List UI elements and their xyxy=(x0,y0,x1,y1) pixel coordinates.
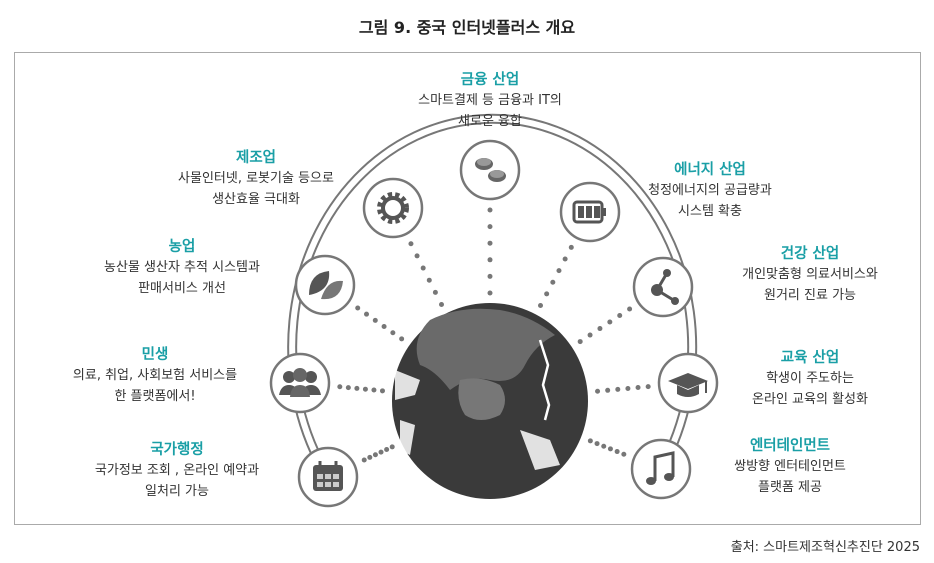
graduation-cap-icon xyxy=(657,352,719,414)
gear-icon xyxy=(362,177,424,239)
connector-dot xyxy=(487,257,493,263)
connector-dot xyxy=(408,241,414,247)
connector-dot xyxy=(605,387,611,393)
sector-description: 사물인터넷, 로봇기술 등으로 생산효율 극대화 xyxy=(178,171,334,207)
sector-title: 농업 xyxy=(168,239,196,255)
connector-dot xyxy=(615,386,621,392)
sector-description: 개인맞춤형 의료서비스와 원거리 진료 가능 xyxy=(742,267,878,303)
sector-title: 제조업 xyxy=(235,150,277,166)
sector-description: 국가정보 조회 , 온라인 예약과 일처리 가능 xyxy=(94,463,260,499)
connector-dot xyxy=(487,240,493,246)
connector-dot xyxy=(420,265,426,271)
connector-dot xyxy=(362,386,368,392)
sector-description: 청정에너지의 공급량과 시스템 확충 xyxy=(648,183,772,219)
connector-dot xyxy=(354,385,360,391)
connector-dot xyxy=(538,303,544,309)
connector-dots xyxy=(337,207,651,463)
people-icon xyxy=(269,352,331,414)
connector-dot xyxy=(614,449,620,455)
connector-dot xyxy=(587,438,593,444)
coins-icon xyxy=(459,139,521,201)
connector-dot xyxy=(625,385,631,391)
connector-dot xyxy=(399,336,405,342)
connector-dot xyxy=(381,324,387,330)
connector-dot xyxy=(544,291,550,297)
sector-title: 교육 산업 xyxy=(780,350,840,366)
connector-dot xyxy=(577,339,583,345)
connector-dot xyxy=(371,387,377,393)
connector-dot xyxy=(568,244,574,250)
connector-dot xyxy=(378,449,384,455)
sector-title: 에너지 산업 xyxy=(674,162,746,178)
connector-dot xyxy=(607,319,613,325)
source-note: 출처: 스마트제조혁신추진단 2025 xyxy=(730,540,920,555)
sector-title: 국가행정 xyxy=(150,442,204,458)
connector-dot xyxy=(379,388,385,394)
sector-description: 학생이 주도하는 온라인 교육의 활성화 xyxy=(752,371,868,407)
connector-dot xyxy=(372,452,378,458)
connector-dot xyxy=(361,457,367,463)
sector-description: 스마트결제 등 금융과 IT의 새로운 융합 xyxy=(418,93,562,129)
connector-dot xyxy=(487,290,493,296)
connector-dot xyxy=(645,384,651,390)
connector-dot xyxy=(487,207,493,213)
connector-dot xyxy=(597,326,603,332)
music-note-icon xyxy=(630,438,692,500)
connector-dot xyxy=(384,446,390,452)
calendar-icon xyxy=(297,446,359,508)
sector-description: 의료, 취업, 사회보험 서비스를 한 플랫폼에서! xyxy=(72,368,238,404)
connector-dot xyxy=(621,451,627,457)
connector-dot xyxy=(426,277,432,283)
connector-dot xyxy=(487,224,493,230)
connector-dot xyxy=(627,306,633,312)
sector-title: 건강 산업 xyxy=(780,246,840,262)
connector-dot xyxy=(439,302,445,308)
connector-dot xyxy=(355,305,361,311)
connector-dot xyxy=(607,446,613,452)
connector-dot xyxy=(337,384,343,390)
diagram-frame xyxy=(14,52,921,525)
connector-dot xyxy=(635,385,641,391)
sector-title: 금융 산업 xyxy=(460,72,520,88)
sector-description: 농산물 생산자 추적 시스템과 판매서비스 개선 xyxy=(104,260,260,296)
connector-dot xyxy=(487,273,493,279)
connector-dot xyxy=(601,443,607,449)
connector-dot xyxy=(390,330,396,336)
sector-title: 엔터테인먼트 xyxy=(749,438,831,454)
connector-dot xyxy=(556,268,562,274)
connector-dot xyxy=(345,385,351,391)
battery-icon xyxy=(559,181,621,243)
ring-arc xyxy=(287,113,698,480)
globe xyxy=(392,303,588,499)
connector-dot xyxy=(372,317,378,323)
connector-dot xyxy=(389,444,395,450)
connector-dot xyxy=(550,279,556,285)
sector-description: 쌍방향 엔터테인먼트 플랫폼 제공 xyxy=(734,459,846,495)
connector-dot xyxy=(367,454,373,460)
leaf-icon xyxy=(294,254,356,316)
connector-dot xyxy=(587,332,593,338)
network-icon xyxy=(632,256,694,318)
connector-dot xyxy=(594,441,600,447)
connector-dot xyxy=(414,253,420,259)
connector-dot xyxy=(595,388,601,394)
figure-title: 그림 9. 중국 인터넷플러스 개요 xyxy=(358,18,576,37)
sector-title: 민생 xyxy=(141,347,169,363)
connector-dot xyxy=(562,256,568,262)
connector-dot xyxy=(617,313,623,319)
connector-dot xyxy=(364,311,370,317)
connector-dot xyxy=(432,289,438,295)
